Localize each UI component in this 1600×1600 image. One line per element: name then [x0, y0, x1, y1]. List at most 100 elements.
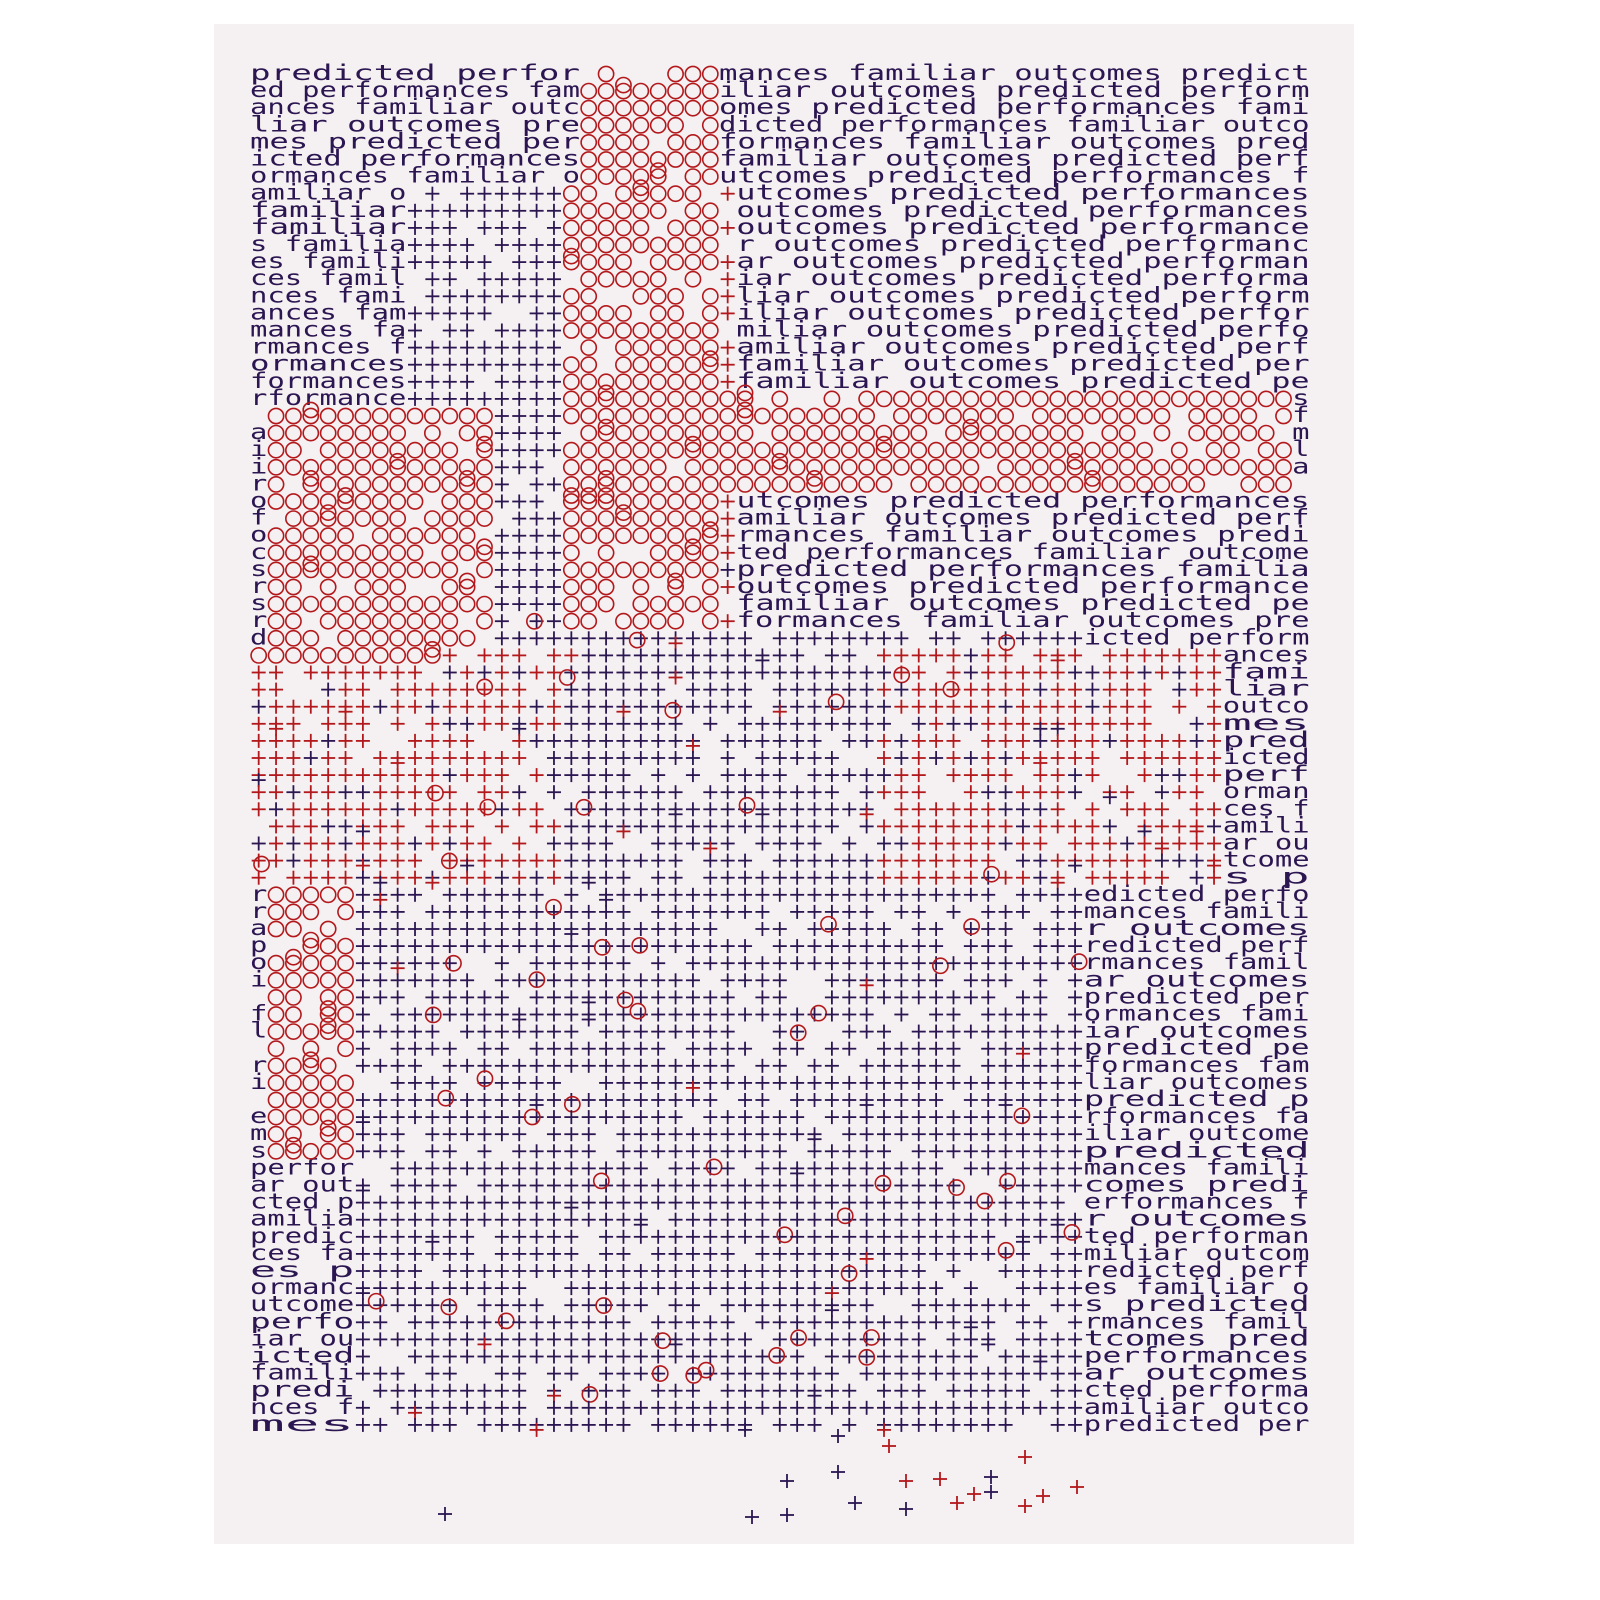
circle-mark	[632, 202, 650, 220]
plus-mark	[859, 682, 874, 697]
circle-mark	[701, 390, 719, 408]
plus-mark	[529, 323, 544, 338]
plus-mark	[685, 648, 700, 663]
plus-mark	[546, 203, 561, 218]
plus-mark	[529, 340, 544, 355]
plus-mark	[460, 733, 475, 748]
plus-mark	[685, 631, 700, 646]
plus-mark	[824, 648, 839, 663]
circle-mark	[1031, 458, 1049, 476]
circle-mark	[701, 99, 719, 117]
circle-mark	[526, 612, 543, 630]
plus-mark	[512, 511, 527, 526]
plus-mark	[738, 785, 753, 800]
circle-mark	[649, 253, 667, 271]
plus-mark	[442, 306, 457, 321]
plus-mark	[1033, 631, 1048, 646]
circle-mark	[354, 510, 372, 527]
circle-mark	[632, 458, 650, 476]
plus-mark	[981, 648, 996, 663]
circle-mark	[597, 99, 615, 117]
phrase-text-run: familiar outcomes predicted per	[736, 352, 1309, 376]
circle-mark	[754, 475, 771, 493]
circle-mark	[667, 493, 684, 510]
circle-mark	[1257, 424, 1275, 442]
circle-mark	[597, 116, 615, 134]
circle-mark	[649, 595, 667, 613]
circle-mark	[719, 390, 737, 408]
circle-mark	[667, 304, 684, 322]
plus-mark	[564, 716, 579, 731]
circle-mark	[632, 82, 650, 100]
circle-mark	[962, 390, 980, 408]
circle-mark	[476, 424, 493, 442]
plus-mark	[668, 648, 683, 663]
circle-mark	[771, 407, 789, 425]
circle-mark	[927, 441, 945, 459]
circle-mark	[580, 493, 598, 510]
circle-mark	[476, 441, 493, 459]
circle-mark	[615, 390, 632, 408]
circle-mark	[354, 561, 372, 579]
circle-mark	[858, 390, 876, 408]
circle-mark	[476, 493, 493, 510]
phrase-text-run: mes	[1223, 711, 1310, 735]
circle-mark	[285, 612, 302, 630]
circle-mark	[371, 458, 389, 476]
plus-mark	[512, 323, 527, 338]
circle-mark	[771, 458, 789, 476]
circle-mark	[667, 65, 684, 83]
plus-mark	[546, 272, 561, 287]
phrase-text-run: outcomes predicted performance	[736, 215, 1309, 239]
circle-mark	[701, 475, 719, 493]
plus-mark	[529, 443, 544, 458]
plus-mark	[720, 699, 735, 714]
phrase-text-run: predic	[250, 1224, 354, 1248]
plus-mark	[529, 186, 544, 201]
circle-mark	[788, 475, 806, 493]
circle-mark	[927, 475, 945, 493]
phrase-text-run: iliar outcome	[1084, 1121, 1310, 1145]
plus-mark	[929, 751, 944, 765]
circle-mark	[423, 629, 441, 647]
circle-mark	[406, 407, 424, 425]
circle-mark	[476, 544, 493, 562]
phrase-text-run: mances fa	[250, 318, 406, 342]
circle-mark	[945, 424, 962, 442]
circle-mark	[806, 469, 823, 487]
plus-mark	[1137, 682, 1152, 697]
phrase-text-run: p	[250, 933, 267, 957]
plus-mark	[390, 699, 405, 714]
plus-mark	[599, 631, 614, 646]
circle-mark	[997, 424, 1014, 442]
circle-mark	[684, 538, 702, 556]
circle-mark	[1170, 441, 1188, 459]
circle-mark	[406, 441, 424, 459]
phrase-text-run: familiar outcomes predicted perf	[719, 147, 1310, 171]
circle-mark	[1275, 390, 1292, 408]
circle-mark	[580, 202, 598, 220]
circle-mark	[615, 270, 632, 288]
plus-mark	[425, 238, 440, 252]
plus-mark	[512, 426, 527, 441]
plus-mark	[442, 255, 457, 270]
circle-mark	[667, 390, 684, 408]
circle-mark	[684, 510, 702, 527]
circle-mark	[1066, 390, 1084, 408]
circle-mark	[962, 475, 980, 493]
circle-mark	[285, 544, 302, 562]
plus-mark	[494, 751, 509, 765]
circle-mark	[615, 458, 632, 476]
plus-mark	[546, 186, 561, 201]
circle-mark	[649, 82, 667, 100]
plus-mark	[546, 289, 561, 304]
circle-mark	[840, 458, 858, 476]
plus-mark	[929, 699, 944, 714]
plus-mark	[321, 768, 336, 783]
plus-mark	[564, 648, 579, 663]
plus-mark	[408, 374, 423, 389]
phrase-text-run: r	[250, 574, 267, 598]
plus-mark	[1207, 699, 1222, 714]
phrase-text-run: rmances familiar outcomes predi	[736, 523, 1309, 547]
plus-mark	[269, 733, 284, 748]
